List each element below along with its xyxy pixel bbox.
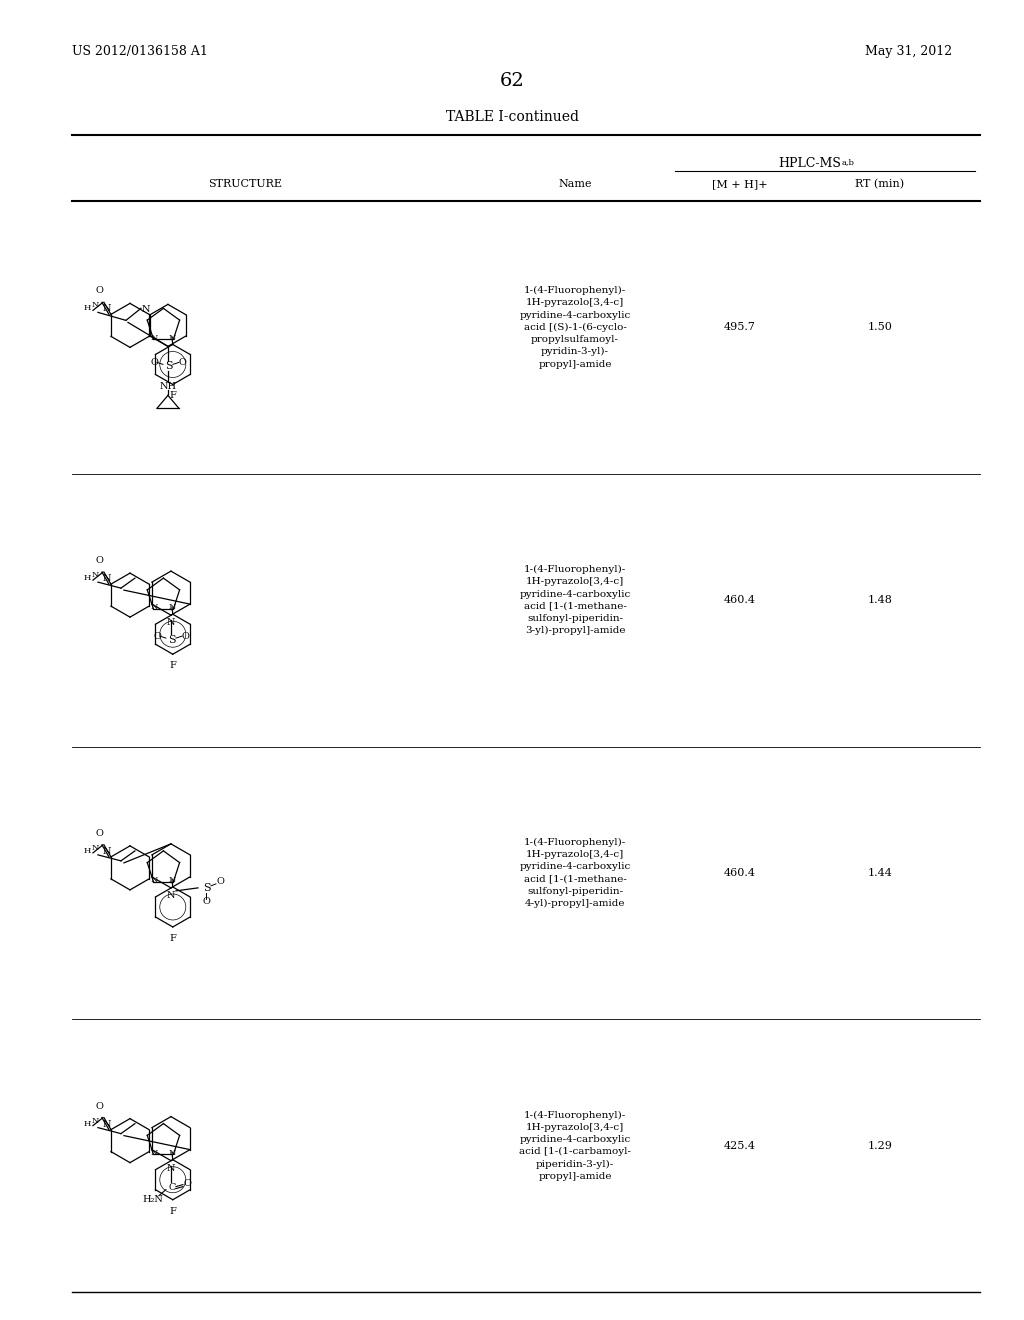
Text: a,b: a,b (842, 158, 854, 166)
Text: Name: Name (558, 180, 592, 189)
Text: NH: NH (160, 383, 176, 391)
Text: H: H (84, 574, 91, 582)
Text: N: N (169, 334, 176, 342)
Text: 1.44: 1.44 (867, 867, 893, 878)
Text: O: O (153, 632, 161, 640)
Text: 460.4: 460.4 (724, 595, 756, 605)
Text: STRUCTURE: STRUCTURE (208, 180, 282, 189)
Text: S: S (168, 635, 176, 645)
Text: RT (min): RT (min) (855, 180, 904, 189)
Text: May 31, 2012: May 31, 2012 (865, 45, 952, 58)
Text: H: H (84, 847, 91, 855)
Text: O: O (181, 632, 188, 640)
Text: 1-(4-Fluorophenyl)-
1H-pyrazolo[3,4-c]
pyridine-4-carboxylic
acid [1-(1-carbamoy: 1-(4-Fluorophenyl)- 1H-pyrazolo[3,4-c] p… (519, 1110, 631, 1181)
Text: O: O (95, 829, 102, 838)
Text: US 2012/0136158 A1: US 2012/0136158 A1 (72, 45, 208, 58)
Text: N: N (167, 618, 175, 627)
Text: H₂N: H₂N (142, 1195, 164, 1204)
Text: H: H (84, 305, 91, 313)
Text: N: N (102, 847, 112, 855)
Text: N: N (91, 572, 98, 579)
Text: S: S (203, 883, 211, 892)
Text: 1.29: 1.29 (867, 1140, 893, 1151)
Text: N: N (102, 574, 112, 583)
Text: N: N (91, 301, 98, 309)
Text: N: N (167, 1164, 175, 1172)
Text: N: N (91, 1117, 98, 1125)
Text: 1.50: 1.50 (867, 322, 893, 333)
Text: N: N (167, 891, 175, 900)
Text: F: F (169, 935, 176, 942)
Text: O: O (95, 556, 102, 565)
Text: O: O (95, 1102, 102, 1110)
Text: N: N (91, 843, 98, 851)
Text: N: N (141, 305, 150, 314)
Text: [M + H]+: [M + H]+ (712, 180, 768, 189)
Text: 425.4: 425.4 (724, 1140, 756, 1151)
Text: 62: 62 (500, 73, 524, 90)
Text: N: N (151, 1148, 159, 1156)
Text: O: O (202, 898, 210, 907)
Text: O: O (183, 1179, 190, 1188)
Text: N: N (102, 1119, 112, 1129)
Text: O: O (95, 286, 102, 296)
Text: 1-(4-Fluorophenyl)-
1H-pyrazolo[3,4-c]
pyridine-4-carboxylic
acid [1-(1-methane-: 1-(4-Fluorophenyl)- 1H-pyrazolo[3,4-c] p… (519, 838, 631, 908)
Text: C: C (168, 1183, 176, 1192)
Text: F: F (169, 661, 176, 671)
Text: 1-(4-Fluorophenyl)-
1H-pyrazolo[3,4-c]
pyridine-4-carboxylic
acid [1-(1-methane-: 1-(4-Fluorophenyl)- 1H-pyrazolo[3,4-c] p… (519, 565, 631, 635)
Text: O: O (216, 878, 224, 886)
Text: TABLE I-continued: TABLE I-continued (445, 110, 579, 124)
Text: F: F (169, 1206, 176, 1216)
Text: N: N (169, 603, 176, 611)
Text: 460.4: 460.4 (724, 867, 756, 878)
Text: N: N (151, 603, 159, 611)
Text: N: N (169, 876, 176, 884)
Text: F: F (169, 392, 176, 400)
Text: H: H (84, 1119, 91, 1127)
Text: N: N (169, 1148, 176, 1156)
Text: O: O (150, 358, 158, 367)
Text: 1.48: 1.48 (867, 595, 893, 605)
Text: 1-(4-Fluorophenyl)-
1H-pyrazolo[3,4-c]
pyridine-4-carboxylic
acid [(S)-1-(6-cycl: 1-(4-Fluorophenyl)- 1H-pyrazolo[3,4-c] p… (519, 286, 631, 368)
Text: N: N (102, 305, 112, 313)
Text: HPLC-MS: HPLC-MS (778, 157, 842, 170)
Text: O: O (178, 358, 186, 367)
Text: N: N (151, 876, 159, 884)
Text: 495.7: 495.7 (724, 322, 756, 333)
Text: S: S (165, 362, 173, 371)
Text: N: N (151, 334, 159, 342)
